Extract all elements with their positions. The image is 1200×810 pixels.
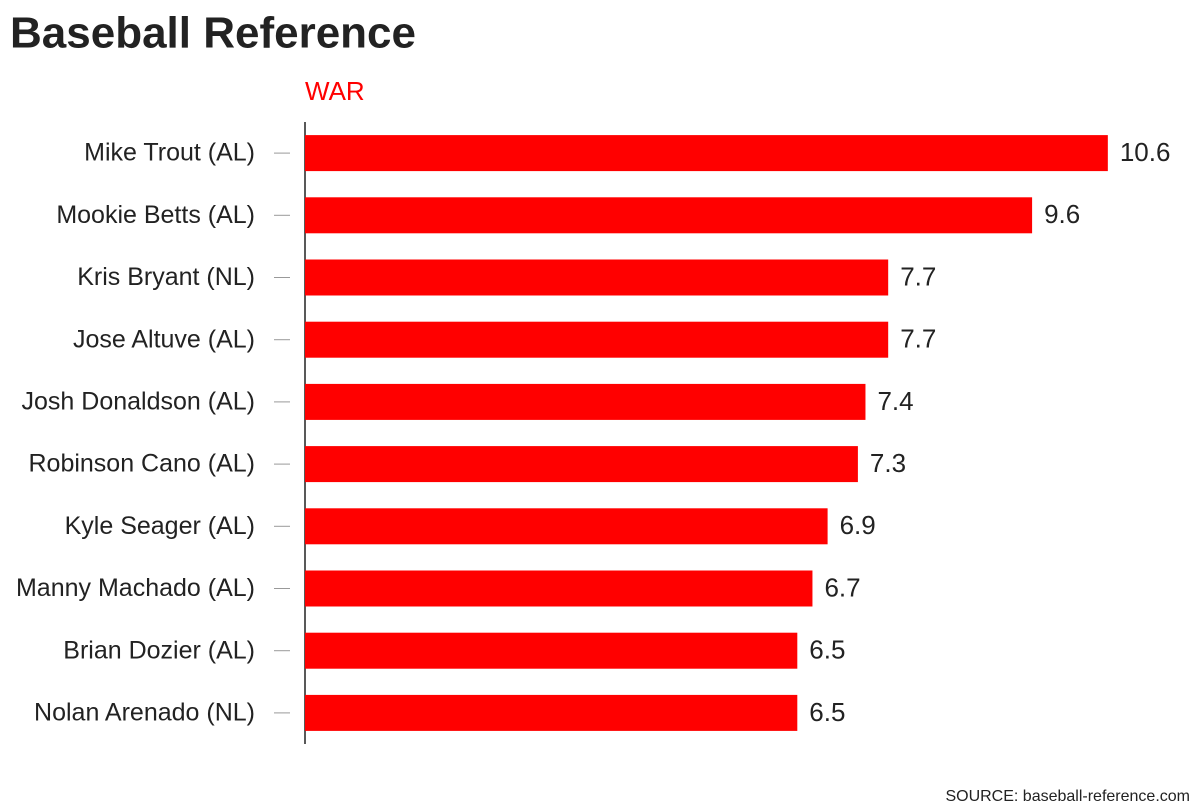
- category-label: Brian Dozier (AL): [63, 636, 255, 664]
- value-label: 6.9: [840, 510, 876, 540]
- category-label: Nolan Arenado (NL): [34, 699, 255, 727]
- bar: [305, 259, 889, 296]
- axis-label: WAR: [305, 76, 365, 106]
- bar: [305, 383, 866, 420]
- category-label: Manny Machado (AL): [16, 574, 255, 602]
- category-label: Jose Altuve (AL): [73, 325, 255, 353]
- bar: [305, 508, 828, 545]
- bar: [305, 694, 798, 731]
- source-note: SOURCE: baseball-reference.com: [945, 788, 1190, 805]
- category-label: Kris Bryant (NL): [77, 263, 255, 291]
- value-label: 7.4: [877, 386, 913, 416]
- category-label: Robinson Cano (AL): [28, 450, 255, 478]
- bar: [305, 632, 798, 669]
- bar: [305, 197, 1033, 234]
- value-label: 7.7: [900, 324, 936, 354]
- value-label: 6.5: [809, 697, 845, 727]
- category-label: Mike Trout (AL): [84, 139, 255, 167]
- value-label: 7.3: [870, 448, 906, 478]
- value-label: 10.6: [1120, 137, 1171, 167]
- category-label: Mookie Betts (AL): [56, 201, 255, 229]
- chart-title: Baseball Reference: [10, 9, 416, 58]
- value-label: 7.7: [900, 261, 936, 291]
- category-label: Kyle Seager (AL): [65, 512, 255, 540]
- bar: [305, 446, 858, 483]
- value-label: 6.7: [824, 572, 860, 602]
- value-label: 9.6: [1044, 199, 1080, 229]
- bar: [305, 135, 1108, 172]
- bar: [305, 321, 889, 358]
- category-label: Josh Donaldson (AL): [22, 388, 255, 416]
- bar: [305, 570, 813, 607]
- value-label: 6.5: [809, 635, 845, 665]
